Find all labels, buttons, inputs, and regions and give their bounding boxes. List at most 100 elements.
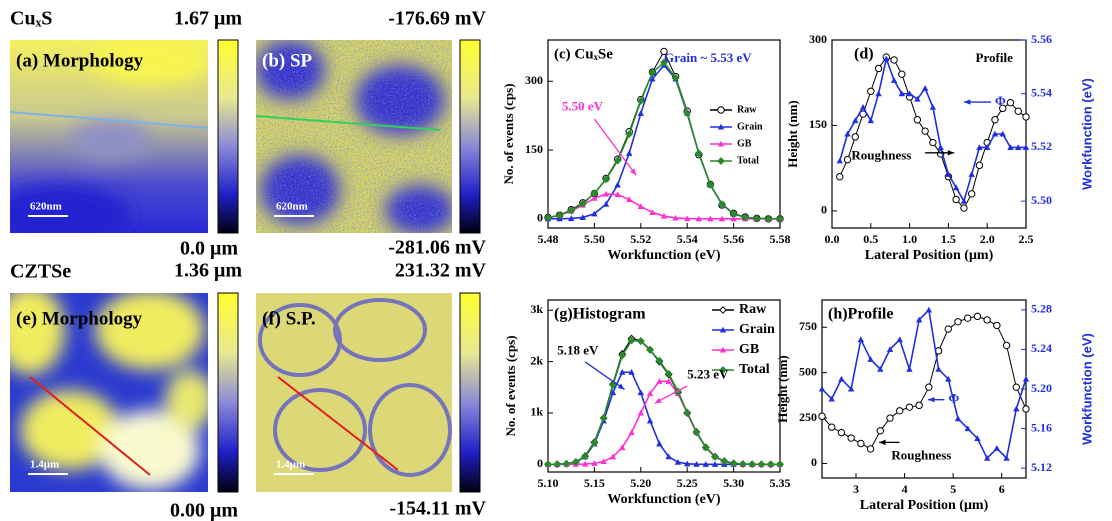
legend-marker bbox=[717, 123, 725, 130]
marker bbox=[929, 138, 937, 147]
x-tick-label: 1.5 bbox=[941, 232, 956, 246]
arrow-head bbox=[963, 99, 971, 105]
marker bbox=[626, 150, 633, 156]
marker bbox=[671, 74, 680, 82]
marker bbox=[609, 381, 617, 389]
marker bbox=[718, 215, 726, 222]
marker bbox=[964, 314, 972, 322]
marker bbox=[874, 64, 883, 73]
marker bbox=[905, 403, 914, 411]
marker bbox=[776, 460, 784, 469]
marker bbox=[906, 90, 913, 97]
marker bbox=[999, 104, 1007, 113]
marker bbox=[960, 204, 968, 212]
marker bbox=[702, 461, 709, 467]
annotation: Grain ~ 5.53 eV bbox=[664, 50, 752, 65]
y-tick-label: 0 bbox=[811, 455, 817, 469]
marker bbox=[636, 337, 645, 346]
x-tick-label: 5.20 bbox=[630, 476, 651, 490]
plot-frame bbox=[831, 39, 1027, 229]
x-axis-label: Lateral Position (μm) bbox=[860, 498, 989, 513]
marker bbox=[886, 346, 894, 353]
colorbar-min: 0.0 μm bbox=[180, 238, 238, 260]
annotation: Roughness bbox=[851, 148, 911, 163]
annotation-arrow bbox=[584, 361, 625, 390]
legend-label: Grain bbox=[739, 322, 775, 337]
x-tick-label: 2.0 bbox=[980, 232, 995, 246]
marker bbox=[975, 161, 984, 170]
marker bbox=[602, 175, 610, 184]
arrow-head bbox=[879, 439, 886, 446]
marker bbox=[847, 434, 855, 442]
marker bbox=[974, 435, 981, 442]
marker bbox=[906, 366, 913, 372]
marker bbox=[692, 428, 701, 437]
marker bbox=[684, 460, 691, 467]
x-tick-label: 5.15 bbox=[584, 476, 605, 490]
marker bbox=[984, 144, 991, 150]
series-line bbox=[547, 371, 780, 466]
y-tick-label: 300 bbox=[809, 32, 827, 46]
annotation: 5.18 eV bbox=[557, 343, 599, 358]
series-line bbox=[548, 380, 780, 466]
marker bbox=[1013, 405, 1020, 412]
x-axis-label: Lateral Position (μm) bbox=[865, 248, 994, 263]
colorbar bbox=[217, 39, 239, 234]
marker bbox=[646, 390, 654, 397]
chart-title: (g)Histogram bbox=[554, 306, 646, 323]
scale-bar-label: 620nm bbox=[30, 201, 62, 213]
chart-title: (h)Profile bbox=[828, 306, 893, 323]
marker bbox=[890, 77, 898, 83]
x-tick-label: 1.0 bbox=[902, 232, 917, 246]
marker bbox=[929, 103, 937, 110]
marker bbox=[877, 366, 884, 372]
marker bbox=[660, 47, 668, 56]
marker bbox=[1022, 113, 1030, 121]
plot-frame bbox=[547, 39, 781, 229]
marker bbox=[921, 85, 929, 91]
marker bbox=[896, 407, 904, 415]
marker bbox=[693, 461, 700, 467]
marker bbox=[993, 321, 1001, 330]
afm-image bbox=[10, 40, 208, 233]
legend-marker bbox=[717, 140, 725, 147]
marker bbox=[883, 55, 890, 62]
marker bbox=[636, 97, 645, 105]
y-tick-label: 150 bbox=[525, 142, 543, 156]
legend-marker bbox=[719, 306, 727, 314]
y-tick-label: 3k bbox=[530, 302, 543, 316]
chart-title: (c) CuₓSe bbox=[554, 46, 613, 62]
marker bbox=[646, 417, 654, 424]
marker bbox=[614, 191, 621, 198]
sp-image bbox=[256, 40, 452, 233]
legend-label: Grain bbox=[737, 121, 763, 132]
y2-tick-label: 5.16 bbox=[1031, 420, 1052, 434]
marker bbox=[609, 453, 617, 460]
legend-label: Total bbox=[739, 362, 770, 377]
marker bbox=[898, 70, 906, 78]
legend-marker bbox=[719, 326, 727, 333]
marker bbox=[656, 378, 663, 384]
y2-tick-label: 5.56 bbox=[1031, 32, 1052, 46]
marker bbox=[649, 75, 656, 82]
series-line bbox=[821, 315, 1027, 450]
marker bbox=[625, 130, 634, 138]
marker bbox=[925, 306, 933, 313]
y-tick-label: 150 bbox=[809, 117, 827, 131]
x-tick-label: 5 bbox=[950, 482, 956, 496]
colorbar-max: -176.69 mV bbox=[388, 8, 486, 30]
y-tick-label: 300 bbox=[525, 73, 543, 87]
marker bbox=[937, 144, 944, 150]
x-tick-label: 5.52 bbox=[630, 232, 651, 246]
legend-marker bbox=[717, 106, 725, 114]
y2-tick-label: 5.50 bbox=[1031, 193, 1052, 207]
marker bbox=[976, 144, 983, 150]
marker bbox=[618, 351, 627, 360]
marker bbox=[921, 127, 929, 135]
arrow-head bbox=[928, 396, 935, 403]
x-tick-label: 5.58 bbox=[770, 232, 791, 246]
legend-label: GB bbox=[737, 138, 752, 149]
legend-marker bbox=[717, 157, 725, 165]
marker bbox=[665, 378, 672, 384]
